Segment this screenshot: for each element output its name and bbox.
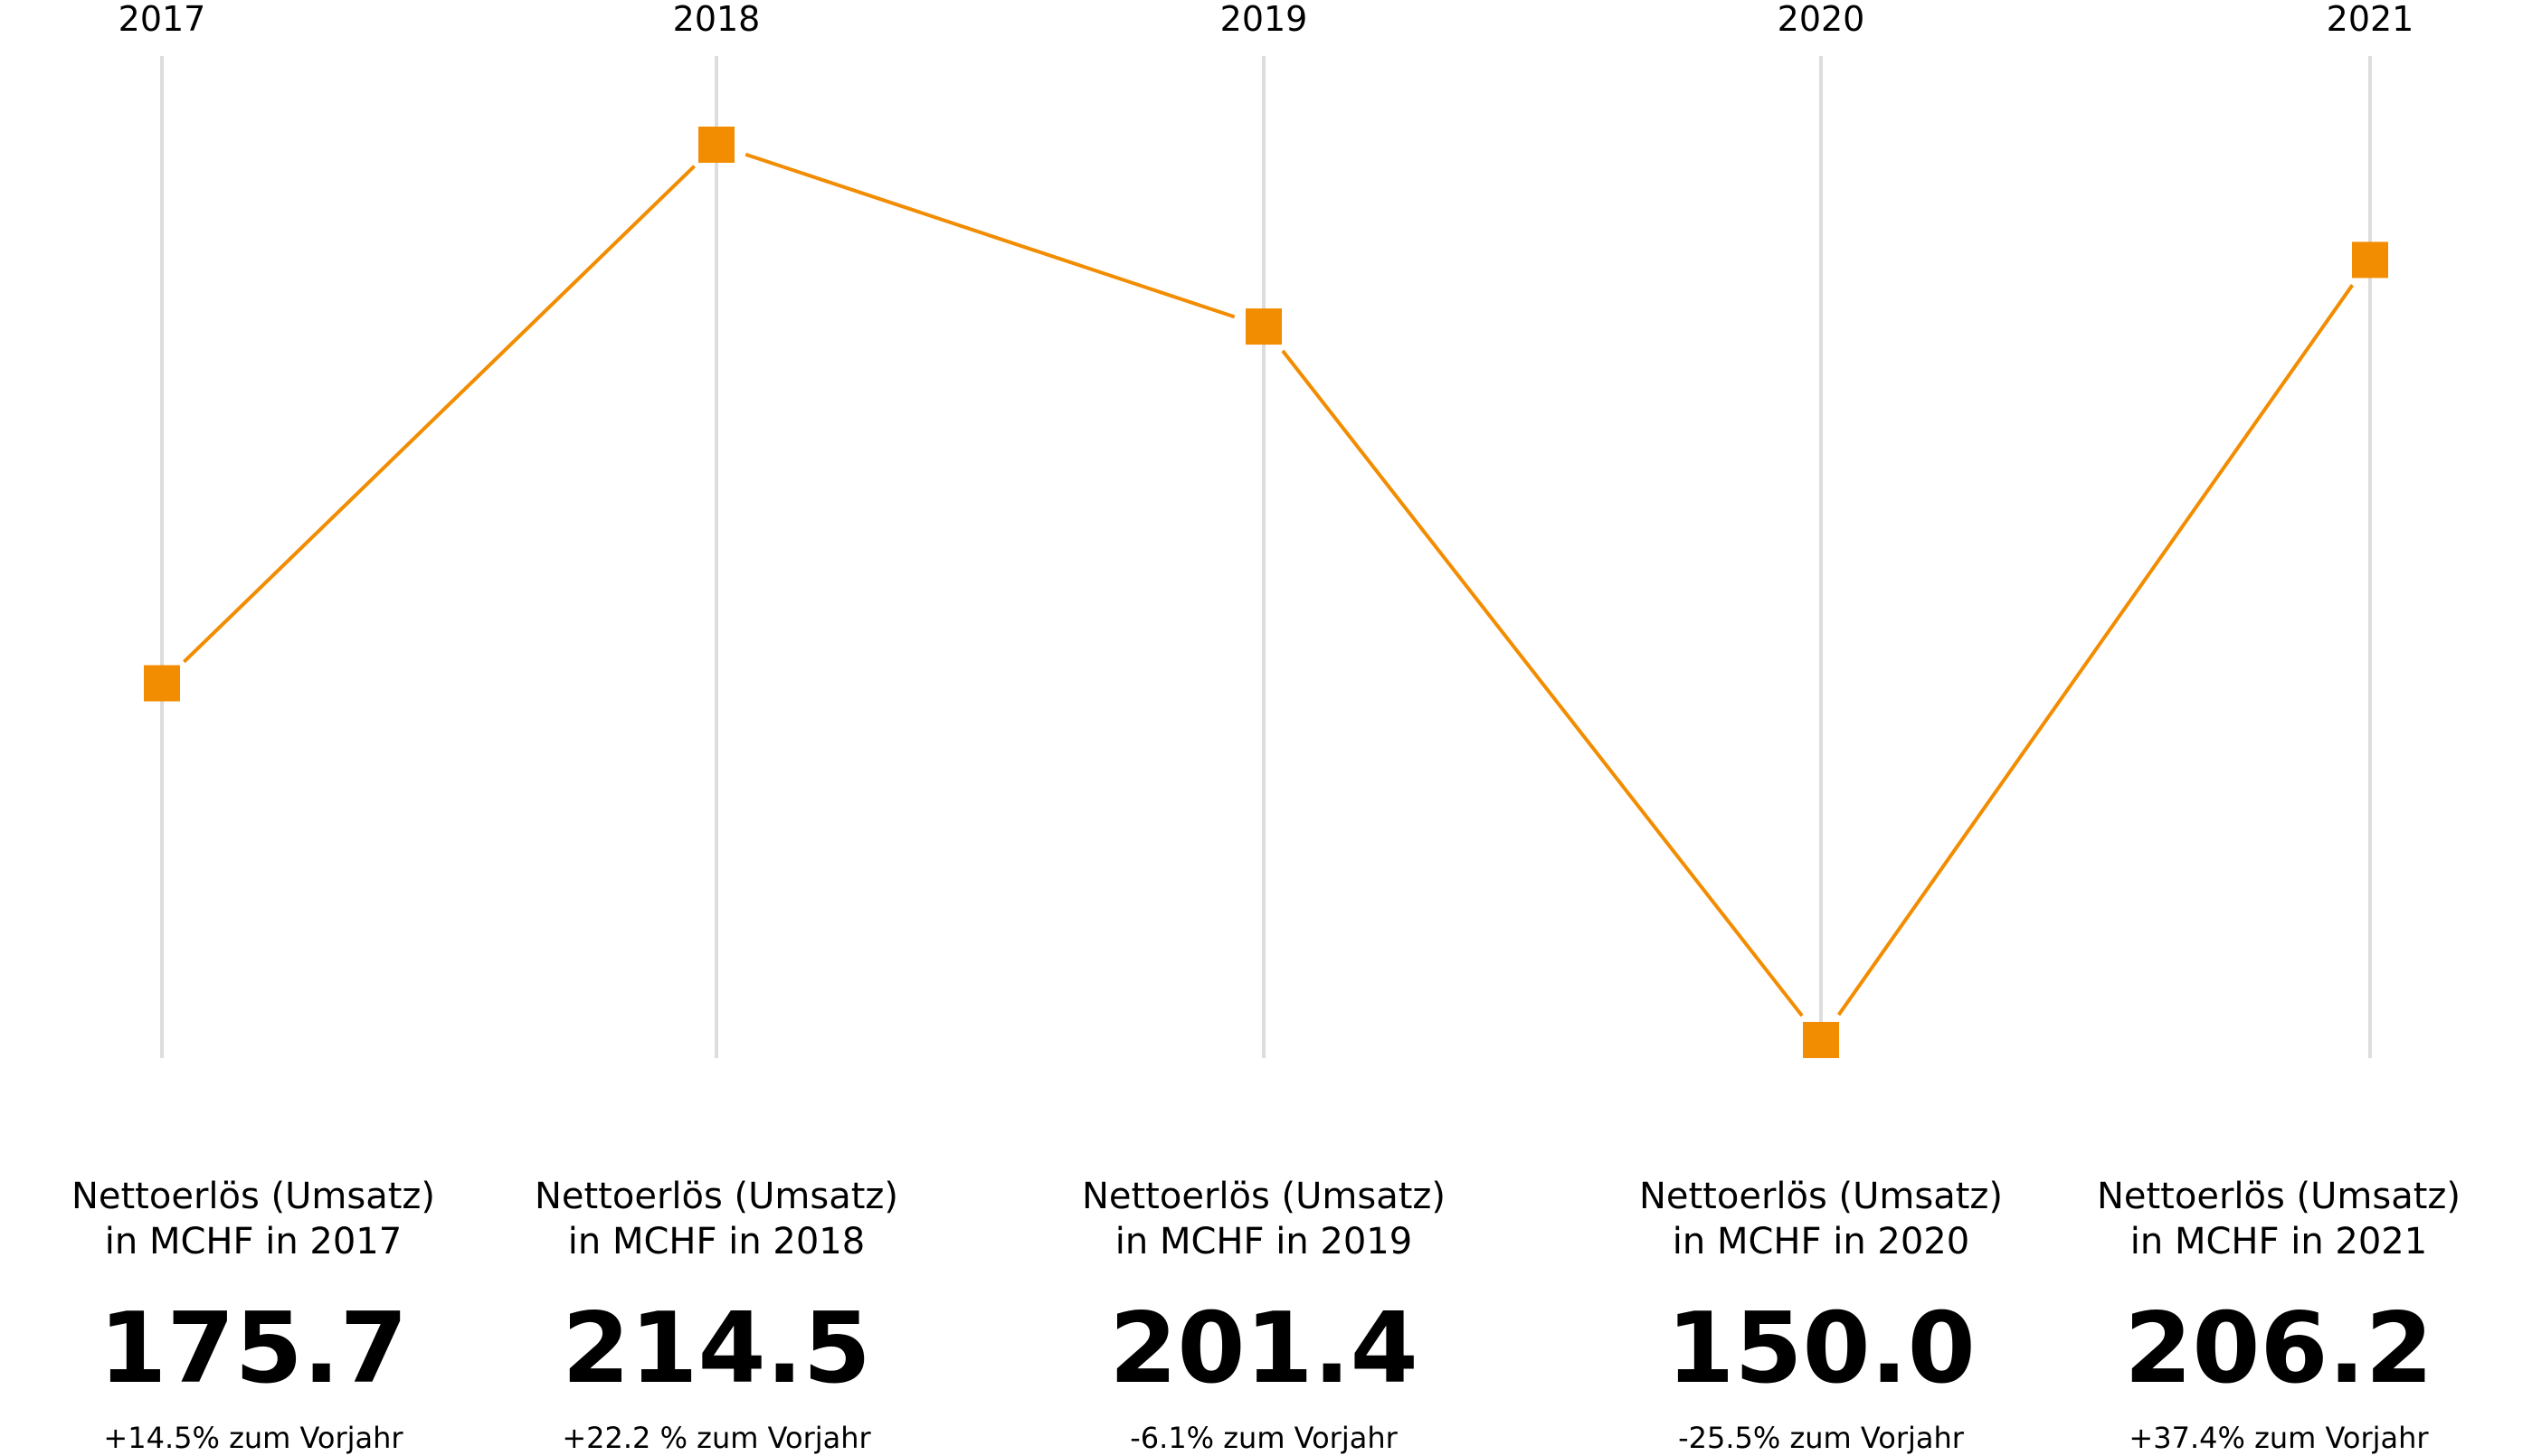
series-line: [182, 152, 2355, 1017]
data-point-2018: [698, 127, 735, 163]
caption-line-2: in MCHF in 2017: [104, 1221, 403, 1262]
x-tick-label-2017: 2017: [119, 0, 206, 39]
revenue-value: 214.5: [562, 1292, 871, 1405]
line-segment-2017-2018: [182, 165, 697, 664]
caption-line-1: Nettoerlös (Umsatz): [2096, 1176, 2461, 1217]
info-column-2020: Nettoerlös (Umsatz) in MCHF in 2020 150.…: [1568, 1174, 2074, 1456]
data-point-2021: [2352, 241, 2388, 279]
year-labels: 2017 2018 2019 2020 2021: [119, 0, 2414, 39]
caption-line-2: in MCHF in 2018: [567, 1221, 866, 1262]
line-segment-2018-2019: [744, 152, 1236, 319]
change-vs-prior-year: -25.5% zum Vorjahr: [1678, 1421, 1964, 1455]
data-point-2019: [1246, 308, 1282, 345]
caption-line-1: Nettoerlös (Umsatz): [1081, 1176, 1446, 1217]
caption-line-2: in MCHF in 2021: [2129, 1221, 2428, 1262]
caption-line-2: in MCHF in 2019: [1114, 1221, 1413, 1262]
info-column-2021: Nettoerlös (Umsatz) in MCHF in 2021 206.…: [2025, 1174, 2532, 1456]
change-vs-prior-year: +14.5% zum Vorjahr: [103, 1421, 403, 1455]
series-markers: [144, 127, 2388, 1058]
caption-line-1: Nettoerlös (Umsatz): [71, 1176, 436, 1217]
caption-line-2: in MCHF in 2020: [1672, 1221, 1970, 1262]
change-vs-prior-year: +37.4% zum Vorjahr: [2129, 1421, 2429, 1455]
revenue-value: 201.4: [1109, 1292, 1418, 1405]
x-tick-label-2021: 2021: [2327, 0, 2414, 39]
caption-line-1: Nettoerlös (Umsatz): [1638, 1176, 2004, 1217]
caption: Nettoerlös (Umsatz) in MCHF in 2017: [0, 1174, 507, 1264]
info-column-2017: Nettoerlös (Umsatz) in MCHF in 2017 175.…: [0, 1174, 507, 1456]
x-tick-label-2020: 2020: [1778, 0, 1865, 39]
caption: Nettoerlös (Umsatz) in MCHF in 2019: [1010, 1174, 1517, 1264]
revenue-value: 206.2: [2124, 1292, 2433, 1405]
data-point-2020: [1803, 1022, 1839, 1058]
line-segment-2019-2020: [1281, 349, 1804, 1017]
gridlines: [160, 56, 2372, 1058]
change-vs-prior-year: -6.1% zum Vorjahr: [1130, 1421, 1398, 1455]
revenue-value: 175.7: [99, 1292, 408, 1405]
x-tick-label-2019: 2019: [1220, 0, 1308, 39]
info-column-2018: Nettoerlös (Umsatz) in MCHF in 2018 214.…: [463, 1174, 970, 1456]
x-tick-label-2018: 2018: [673, 0, 761, 39]
revenue-value: 150.0: [1666, 1292, 1976, 1405]
caption: Nettoerlös (Umsatz) in MCHF in 2021: [2025, 1174, 2532, 1264]
line-segment-2020-2021: [1836, 284, 2355, 1016]
info-column-2019: Nettoerlös (Umsatz) in MCHF in 2019 201.…: [1010, 1174, 1517, 1456]
caption-line-1: Nettoerlös (Umsatz): [534, 1176, 899, 1217]
caption: Nettoerlös (Umsatz) in MCHF in 2018: [463, 1174, 970, 1264]
data-point-2017: [144, 665, 180, 702]
caption: Nettoerlös (Umsatz) in MCHF in 2020: [1568, 1174, 2074, 1264]
change-vs-prior-year: +22.2 % zum Vorjahr: [562, 1421, 871, 1455]
